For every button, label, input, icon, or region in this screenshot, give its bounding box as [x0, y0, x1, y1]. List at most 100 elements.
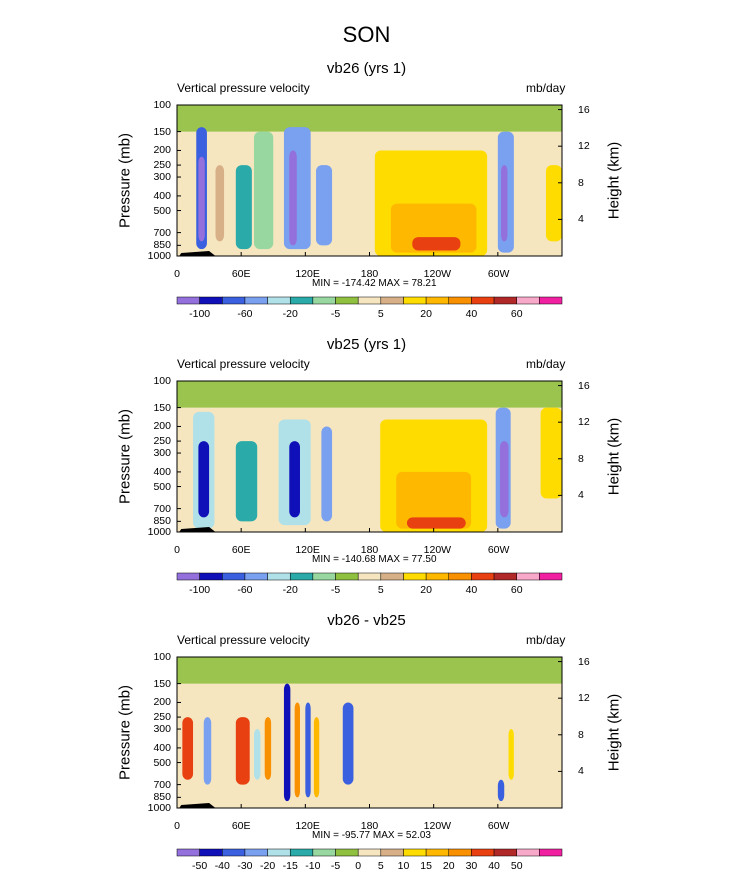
colorbar-label: -50 [192, 860, 208, 872]
colorbar-label: -30 [237, 860, 253, 872]
y-right-tick-label: 4 [578, 765, 584, 778]
topography [179, 527, 216, 532]
y-right-tick-label: 16 [578, 379, 590, 392]
y-tick-label: 500 [153, 756, 171, 769]
colorbar-swatch [289, 848, 314, 857]
y-tick-label: 400 [153, 189, 171, 202]
colorbar-label: -60 [237, 584, 253, 596]
heatmap-panel-1 [176, 104, 563, 257]
heatmap-region [396, 471, 472, 529]
colorbar-swatch [335, 296, 359, 305]
y-right-tick-label: 16 [578, 103, 590, 116]
colorbar-swatch [471, 296, 495, 305]
colorbar-swatch [289, 572, 314, 581]
x-tick-label: 120W [423, 820, 452, 832]
colorbar-label: -15 [282, 860, 298, 872]
x-tick-label: 0 [174, 268, 180, 280]
colorbar-label: -5 [330, 308, 341, 320]
colorbar-label: -20 [259, 860, 276, 872]
heatmap-region [264, 717, 272, 780]
y-tick-label: 700 [153, 226, 171, 239]
colorbar-label: 5 [377, 308, 384, 320]
colorbar [176, 848, 563, 857]
colorbar-label: 60 [510, 584, 523, 596]
colorbar-swatch [335, 572, 359, 581]
colorbar-swatch [471, 572, 495, 581]
heatmap-panel-2 [176, 380, 563, 533]
colorbar-swatch [199, 848, 223, 857]
colorbar-label: -100 [189, 308, 211, 320]
heatmap-region [254, 729, 261, 780]
heatmap-region [283, 127, 311, 250]
colorbar-label: 15 [420, 860, 432, 872]
colorbar-swatch [380, 572, 404, 581]
y-tick-label: 200 [153, 420, 171, 433]
y-tick-label: 1000 [147, 526, 171, 538]
colorbar-label: 50 [510, 860, 523, 872]
colorbar-swatch [289, 296, 314, 305]
colorbar-label: 40 [465, 584, 478, 596]
colorbar-swatch [357, 296, 382, 305]
heatmap-region [203, 717, 212, 785]
colorbar-label: -10 [305, 860, 321, 872]
colorbar-swatch [516, 572, 540, 581]
heatmap-region [313, 717, 320, 798]
colorbar-swatch [244, 296, 268, 305]
x-tick-label: 60E [231, 820, 251, 832]
colorbar-label: -20 [282, 584, 298, 596]
heatmap-region [497, 779, 505, 802]
heatmap-band [177, 105, 562, 132]
colorbar-swatch [380, 848, 404, 857]
colorbar-swatch [357, 572, 382, 581]
y-right-tick-label: 8 [578, 176, 584, 189]
colorbar-label: 40 [465, 308, 478, 320]
x-tick-label: 120W [423, 268, 452, 280]
y-tick-label: 1000 [147, 250, 171, 262]
x-tick-label: 60W [487, 820, 510, 832]
y-right-axis-label: Height (km) [605, 141, 623, 220]
colorbar-label: -60 [237, 308, 253, 320]
colorbar-swatch [176, 848, 200, 857]
colorbar-swatch [357, 848, 382, 857]
colorbar-swatch [267, 296, 291, 305]
colorbar-swatch [222, 848, 246, 857]
colorbar-swatch [493, 848, 517, 857]
colorbar-swatch [539, 848, 563, 857]
y-right-axis-label: Height (km) [605, 417, 623, 496]
y-right-tick-label: 12 [578, 140, 590, 153]
colorbar-swatch [425, 572, 450, 581]
y-right-tick-label: 16 [578, 655, 590, 668]
y-axis-label: Pressure (mb) [116, 408, 134, 505]
y-tick-label: 150 [153, 125, 171, 138]
y-tick-label: 200 [153, 696, 171, 709]
heatmap-region [342, 702, 354, 785]
y-tick-label: 150 [153, 677, 171, 690]
y-tick-label: 300 [153, 171, 171, 184]
y-right-tick-label: 8 [578, 452, 584, 465]
heatmap-region [182, 717, 194, 780]
panel-title: vb26 - vb25 [327, 612, 406, 629]
y-right-axis-label: Height (km) [605, 693, 623, 772]
colorbar-swatch [312, 296, 336, 305]
heatmap-region [215, 165, 225, 242]
colorbar-swatch [222, 296, 246, 305]
colorbar-swatch [516, 296, 540, 305]
y-tick-label: 100 [153, 651, 171, 663]
y-tick-label: 250 [153, 435, 171, 448]
heatmap-region [406, 517, 466, 529]
y-tick-label: 850 [153, 791, 171, 804]
colorbar-swatch [448, 296, 472, 305]
panel-title: vb26 (yrs 1) [326, 60, 407, 77]
y-right-tick-label: 12 [578, 416, 590, 429]
colorbar-label: 5 [377, 860, 384, 872]
y-tick-label: 1000 [147, 802, 171, 814]
colorbar-swatch [403, 296, 427, 305]
y-right-tick-label: 12 [578, 692, 590, 705]
colorbar-label: -5 [330, 860, 341, 872]
x-tick-label: 180 [360, 268, 379, 280]
heatmap-region [545, 165, 562, 242]
colorbar-label: 30 [465, 860, 478, 872]
colorbar-swatch [176, 296, 200, 305]
x-tick-label: 180 [360, 544, 379, 556]
y-tick-label: 150 [153, 401, 171, 414]
